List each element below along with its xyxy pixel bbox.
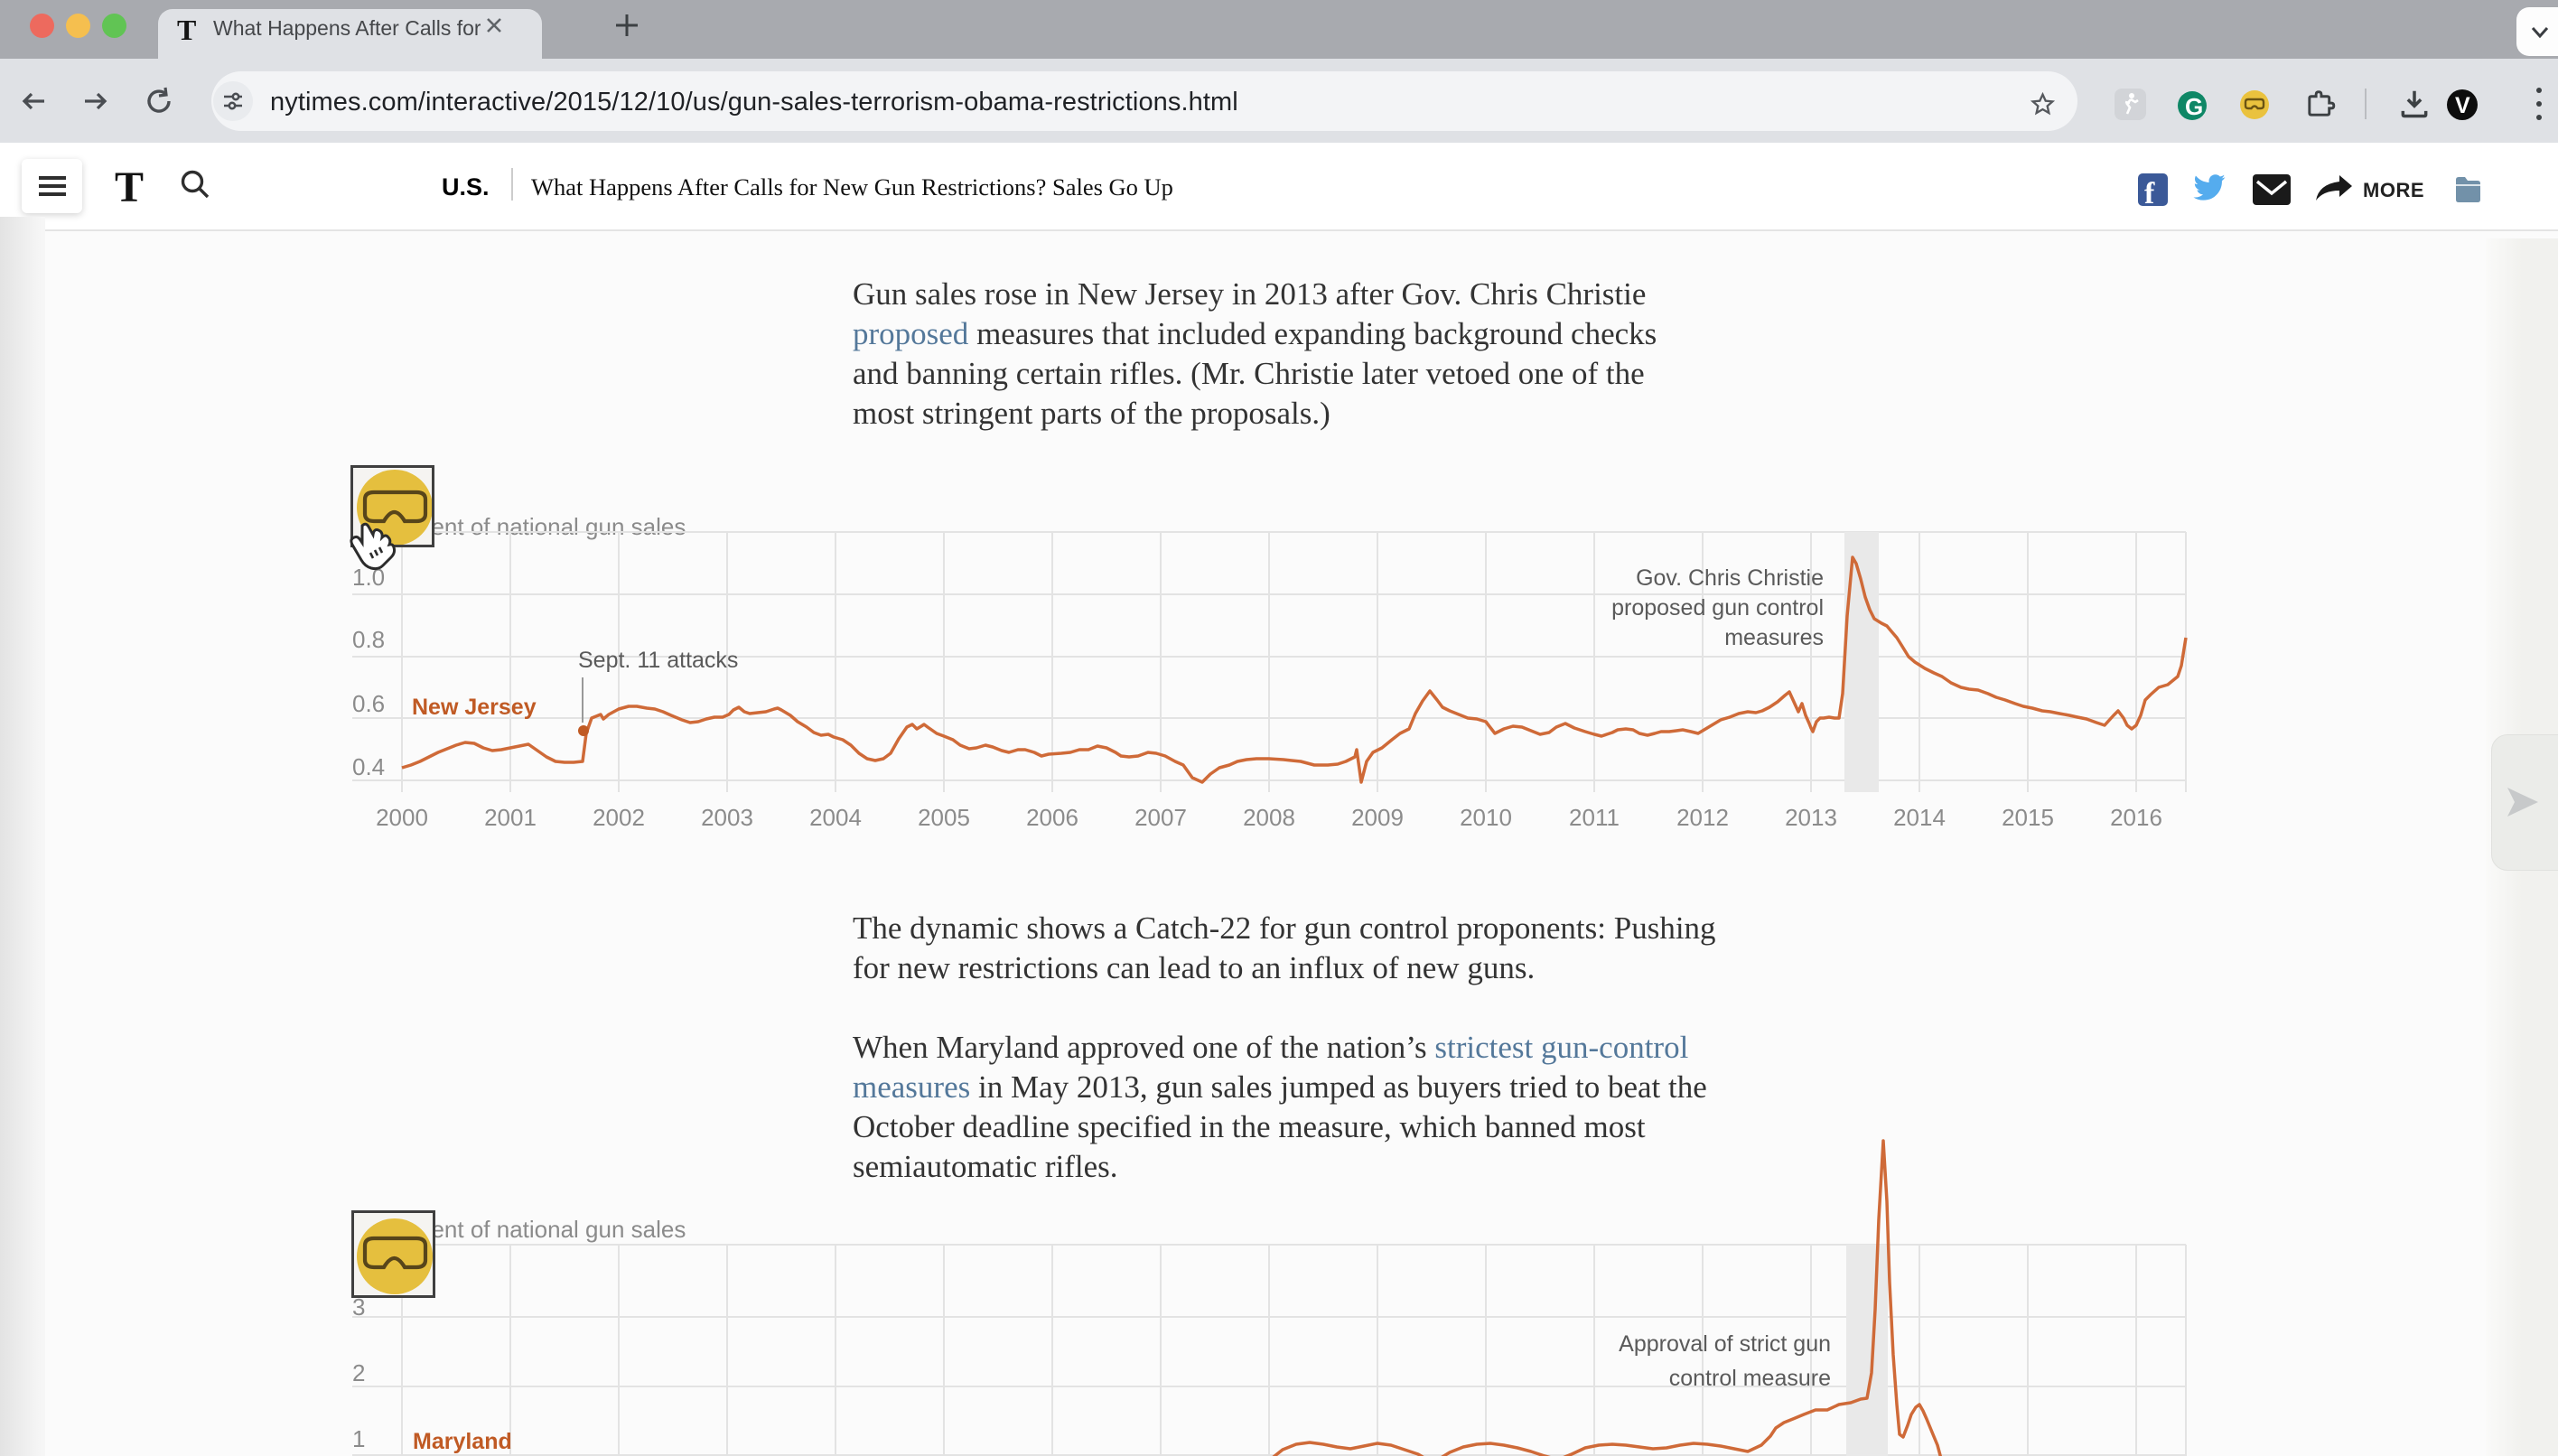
- svg-text:measures: measures: [1724, 625, 1824, 650]
- svg-text:2002: 2002: [593, 804, 645, 831]
- svg-text:2016: 2016: [2110, 804, 2162, 831]
- svg-text:control measure: control measure: [1669, 1366, 1831, 1391]
- svg-text:2012: 2012: [1676, 804, 1729, 831]
- svg-text:Maryland: Maryland: [413, 1429, 512, 1454]
- svg-text:2007: 2007: [1134, 804, 1187, 831]
- svg-text:0.4: 0.4: [352, 753, 385, 780]
- svg-text:2004: 2004: [809, 804, 862, 831]
- svg-text:2000: 2000: [376, 804, 428, 831]
- svg-text:0.6: 0.6: [352, 690, 385, 717]
- svg-text:Gov. Chris Christie: Gov. Chris Christie: [1636, 565, 1824, 591]
- svg-text:2001: 2001: [484, 804, 537, 831]
- svg-text:2015: 2015: [2002, 804, 2054, 831]
- svg-text:2013: 2013: [1785, 804, 1837, 831]
- svg-text:Sept. 11 attacks: Sept. 11 attacks: [578, 648, 738, 673]
- svg-text:2009: 2009: [1351, 804, 1404, 831]
- svg-text:2003: 2003: [701, 804, 753, 831]
- svg-text:1: 1: [352, 1425, 365, 1452]
- svg-text:2011: 2011: [1569, 804, 1620, 831]
- svg-text:2005: 2005: [918, 804, 970, 831]
- svg-text:2010: 2010: [1460, 804, 1512, 831]
- svg-text:2006: 2006: [1026, 804, 1078, 831]
- svg-text:2008: 2008: [1243, 804, 1295, 831]
- svg-text:proposed gun control: proposed gun control: [1611, 595, 1824, 621]
- svg-text:Approval of strict gun: Approval of strict gun: [1619, 1331, 1831, 1357]
- svg-text:3: 3: [352, 1293, 365, 1321]
- svg-text:0.8: 0.8: [352, 626, 385, 653]
- svg-text:2: 2: [352, 1359, 365, 1386]
- svg-text:New Jersey: New Jersey: [412, 695, 537, 720]
- svg-text:2014: 2014: [1893, 804, 1946, 831]
